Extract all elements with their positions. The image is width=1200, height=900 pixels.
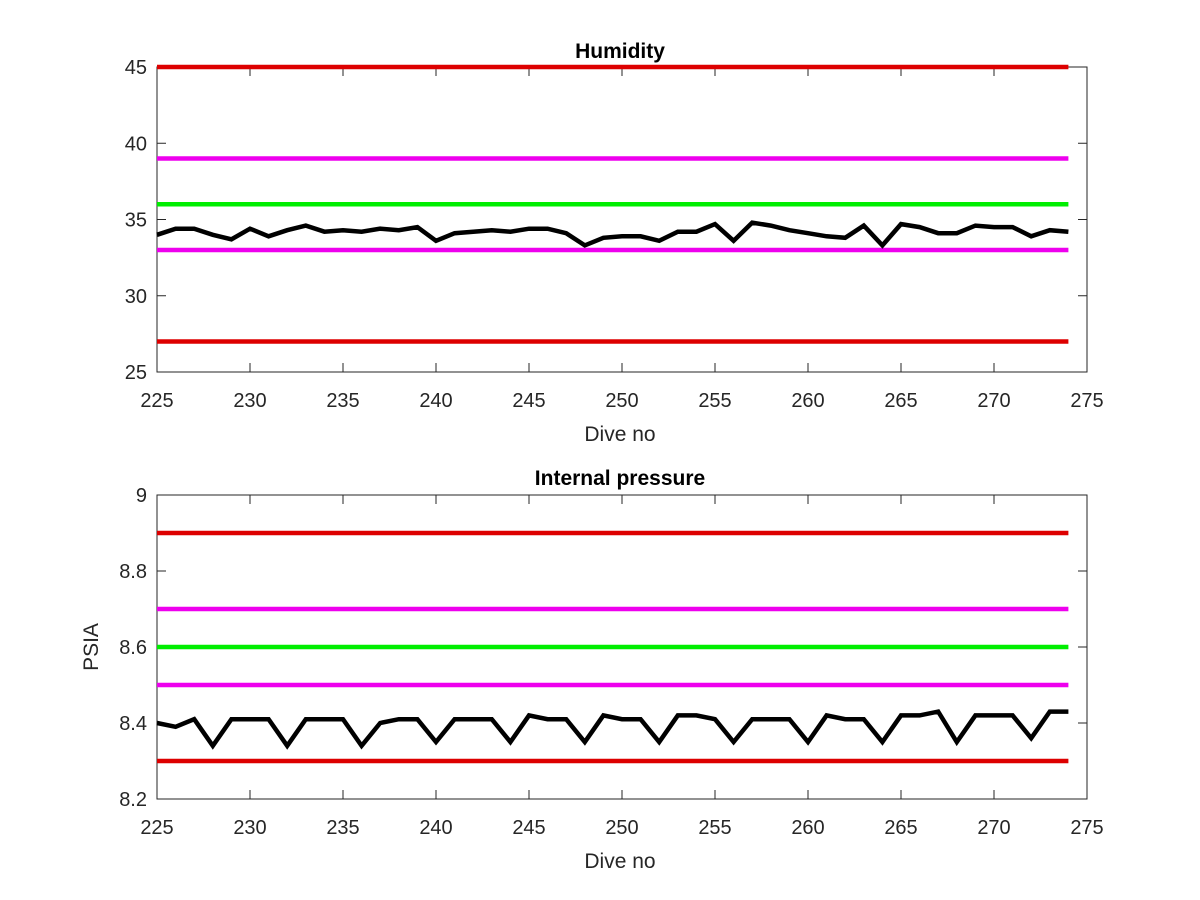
humidity-axes-box: [156, 66, 1088, 373]
pressure-y-tick-label: 8.8: [119, 561, 147, 583]
pressure-y-tick-label: 8.2: [119, 789, 147, 811]
pressure-x-tick-label: 270: [977, 817, 1010, 839]
humidity-chart-title: Humidity: [575, 40, 665, 63]
pressure-x-tick-label: 265: [884, 817, 917, 839]
humidity-x-tick-label: 265: [884, 390, 917, 412]
pressure-data-series-line: [156, 709, 1069, 750]
pressure-y-tick-label: 8.4: [119, 713, 147, 735]
pressure-x-tick-label: 245: [512, 817, 545, 839]
pressure-x-tick-label: 250: [605, 817, 638, 839]
humidity-x-tick-label: 260: [791, 390, 824, 412]
humidity-y-tick-label: 45: [125, 57, 147, 79]
humidity-y-tick-label: 35: [125, 210, 147, 232]
humidity-x-tick-label: 225: [140, 390, 173, 412]
humidity-x-tick-label: 255: [698, 390, 731, 412]
pressure-x-tick-label: 255: [698, 817, 731, 839]
humidity-x-tick-label: 275: [1070, 390, 1103, 412]
pressure-x-tick-label: 240: [419, 817, 452, 839]
internal-pressure-chart: Internal pressure Dive no PSIA 225 230 235…: [80, 467, 1104, 873]
humidity-x-tick-label: 230: [233, 390, 266, 412]
humidity-x-tick-label: 250: [605, 390, 638, 412]
pressure-x-axis-label: Dive no: [584, 850, 655, 873]
humidity-x-axis-label: Dive no: [584, 423, 655, 446]
pressure-x-tick-label: 260: [791, 817, 824, 839]
pressure-y-tick-label: 9: [136, 485, 147, 507]
humidity-y-tick-label: 40: [125, 133, 147, 155]
humidity-data-series-line: [156, 220, 1069, 249]
humidity-y-tick-label: 25: [125, 362, 147, 384]
humidity-x-tick-label: 245: [512, 390, 545, 412]
pressure-y-axis-label: PSIA: [80, 623, 103, 671]
humidity-y-tick-label: 30: [125, 286, 147, 308]
pressure-x-tick-label: 235: [326, 817, 359, 839]
humidity-x-tick-label: 235: [326, 390, 359, 412]
pressure-x-tick-label: 275: [1070, 817, 1103, 839]
pressure-y-tick-label: 8.6: [119, 637, 147, 659]
humidity-x-tick-label: 240: [419, 390, 452, 412]
pressure-x-tick-label: 225: [140, 817, 173, 839]
humidity-chart: Humidity Dive no 225 230 235 240 245 250 255 26…: [125, 40, 1104, 446]
humidity-x-tick-label: 270: [977, 390, 1010, 412]
pressure-chart-title: Internal pressure: [535, 467, 705, 490]
pressure-x-tick-label: 230: [233, 817, 266, 839]
